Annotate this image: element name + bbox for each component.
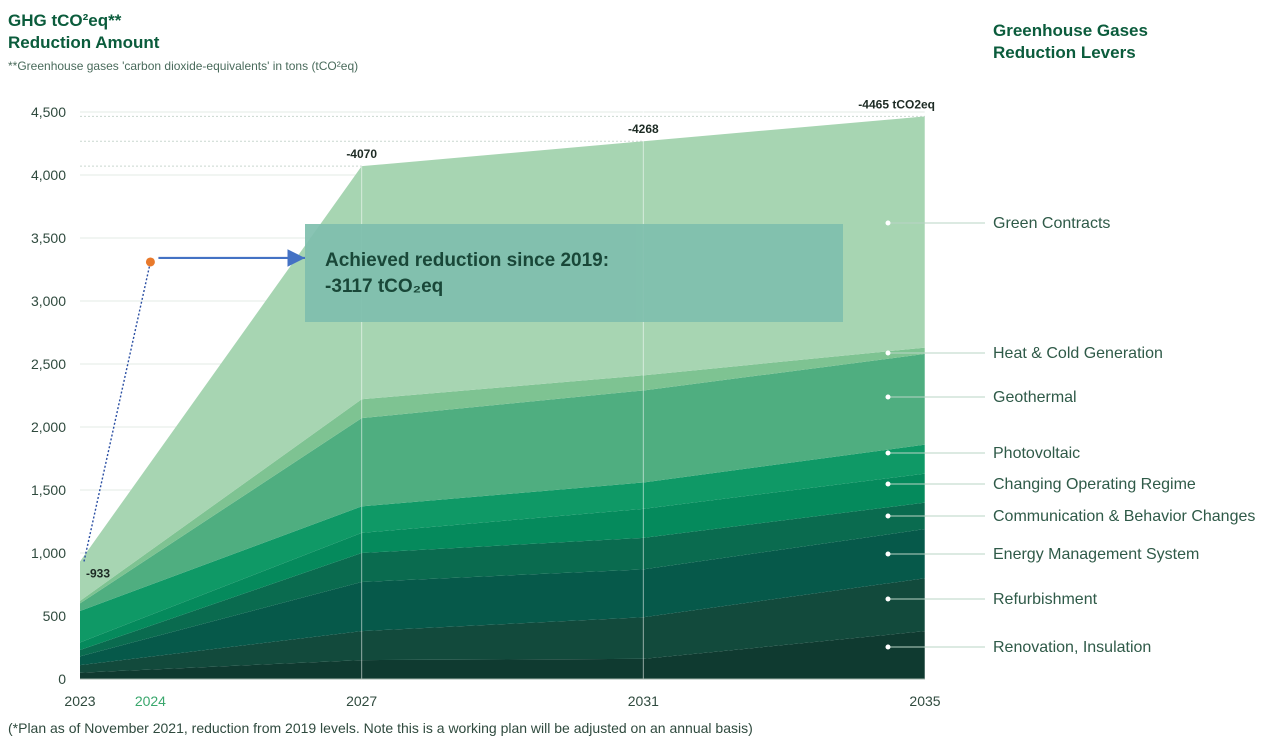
chart-subtitle: **Greenhouse gases 'carbon dioxide-equiv…	[8, 59, 359, 73]
achieved-dotted-line	[83, 261, 152, 562]
total-label: -4268	[628, 122, 659, 136]
y-tick-label: 4,000	[31, 167, 66, 183]
legend-dot	[885, 481, 891, 487]
legend-label: Energy Management System	[993, 546, 1199, 563]
callout-text: Achieved reduction since 2019: -3117 tCO…	[325, 248, 609, 300]
achieved-marker	[145, 257, 155, 267]
y-tick-label: 2,000	[31, 419, 66, 435]
chart-title: GHG tCO²eq** Reduction Amount	[8, 10, 159, 54]
x-tick-label: 2031	[628, 693, 659, 709]
y-tick-label: 1,000	[31, 545, 66, 561]
x-tick-label: 2035	[909, 693, 940, 709]
legend-label: Refurbishment	[993, 591, 1098, 608]
y-tick-label: 1,500	[31, 482, 66, 498]
legend-label: Changing Operating Regime	[993, 476, 1196, 493]
levers-title-line2: Reduction Levers	[993, 43, 1136, 62]
chart-title-line2: Reduction Amount	[8, 33, 160, 52]
legend-label: Heat & Cold Generation	[993, 345, 1163, 362]
legend-dot	[885, 551, 891, 557]
legend-label: Photovoltaic	[993, 445, 1080, 462]
area-series-7	[80, 347, 925, 604]
legend-dot	[885, 644, 891, 650]
area-series-2	[80, 529, 925, 666]
x-tick-label: 2024	[135, 693, 166, 709]
total-label: -4465 tCO2eq	[858, 97, 935, 111]
area-series-3	[80, 502, 925, 657]
achieved-callout: Achieved reduction since 2019: -3117 tCO…	[305, 224, 843, 322]
y-tick-label: 2,500	[31, 356, 66, 372]
footnote: (*Plan as of November 2021, reduction fr…	[8, 720, 753, 736]
legend-dot	[885, 596, 891, 602]
area-series-6	[80, 353, 925, 611]
area-series-0	[80, 631, 925, 679]
legend-dot	[885, 450, 891, 456]
x-tick-label: 2023	[64, 693, 95, 709]
area-series-5	[80, 444, 925, 643]
legend-dot	[885, 513, 891, 519]
y-tick-label: 3,000	[31, 293, 66, 309]
legend-dot	[885, 220, 891, 226]
legend-label: Geothermal	[993, 389, 1077, 406]
area-series-1	[80, 578, 925, 673]
y-tick-label: 3,500	[31, 230, 66, 246]
total-label: -4070	[346, 147, 377, 161]
y-tick-label: 4,500	[31, 104, 66, 120]
legend-dot	[885, 394, 891, 400]
y-tick-label: 0	[58, 671, 66, 687]
legend-dot	[885, 350, 891, 356]
legend-label: Communication & Behavior Changes	[993, 508, 1255, 525]
area-series-4	[80, 473, 925, 651]
y-tick-label: 500	[43, 608, 67, 624]
levers-title-line1: Greenhouse Gases	[993, 21, 1148, 40]
chart-title-line1: GHG tCO²eq**	[8, 11, 122, 30]
total-label: -933	[86, 566, 110, 580]
callout-line1: Achieved reduction since 2019:	[325, 250, 610, 271]
legend-label: Green Contracts	[993, 215, 1110, 232]
x-tick-label: 2027	[346, 693, 377, 709]
legend-label: Renovation, Insulation	[993, 639, 1151, 656]
callout-line2: -3117 tCO₂eq	[325, 276, 444, 297]
levers-title: Greenhouse Gases Reduction Levers	[993, 20, 1148, 64]
